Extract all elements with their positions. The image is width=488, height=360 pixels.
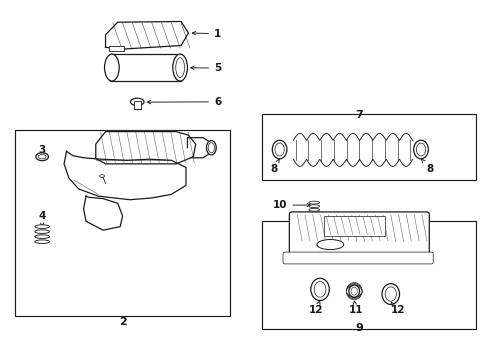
Ellipse shape	[206, 140, 216, 155]
Bar	[134, 101, 141, 109]
Text: 7: 7	[354, 110, 362, 120]
Ellipse shape	[346, 285, 361, 298]
Text: 6: 6	[147, 97, 221, 107]
Polygon shape	[96, 132, 195, 164]
FancyBboxPatch shape	[289, 212, 428, 257]
Text: 12: 12	[390, 302, 405, 315]
Ellipse shape	[316, 239, 343, 249]
FancyBboxPatch shape	[283, 252, 432, 264]
Ellipse shape	[308, 201, 319, 204]
Ellipse shape	[310, 278, 329, 301]
Text: 9: 9	[354, 323, 362, 333]
Text: 2: 2	[119, 316, 126, 327]
Ellipse shape	[35, 225, 49, 228]
Bar	[15, 130, 229, 316]
Text: 3: 3	[39, 144, 46, 160]
Text: 8: 8	[421, 159, 432, 174]
Bar	[261, 114, 475, 180]
Ellipse shape	[130, 98, 144, 105]
Text: 5: 5	[190, 63, 221, 73]
Text: 1: 1	[192, 29, 221, 39]
Ellipse shape	[35, 230, 49, 233]
Ellipse shape	[308, 205, 319, 208]
Text: 4: 4	[39, 211, 46, 227]
Ellipse shape	[172, 54, 187, 81]
Polygon shape	[64, 151, 185, 200]
Polygon shape	[83, 196, 122, 230]
Ellipse shape	[381, 284, 399, 305]
Text: 11: 11	[348, 301, 362, 315]
Ellipse shape	[413, 140, 427, 159]
Ellipse shape	[348, 285, 359, 297]
Text: 8: 8	[269, 159, 279, 174]
Bar	[110, 54, 181, 81]
Bar	[109, 46, 123, 51]
Bar	[324, 216, 384, 235]
Polygon shape	[105, 22, 188, 49]
Text: 10: 10	[272, 200, 310, 210]
Ellipse shape	[36, 153, 48, 161]
Ellipse shape	[35, 240, 49, 243]
Ellipse shape	[346, 284, 361, 299]
Ellipse shape	[308, 208, 319, 211]
Text: 12: 12	[308, 301, 323, 315]
Bar	[261, 221, 475, 329]
Ellipse shape	[35, 235, 49, 238]
Ellipse shape	[346, 283, 361, 300]
Ellipse shape	[346, 286, 361, 297]
Ellipse shape	[104, 54, 119, 81]
Ellipse shape	[272, 140, 286, 159]
Polygon shape	[187, 138, 210, 158]
